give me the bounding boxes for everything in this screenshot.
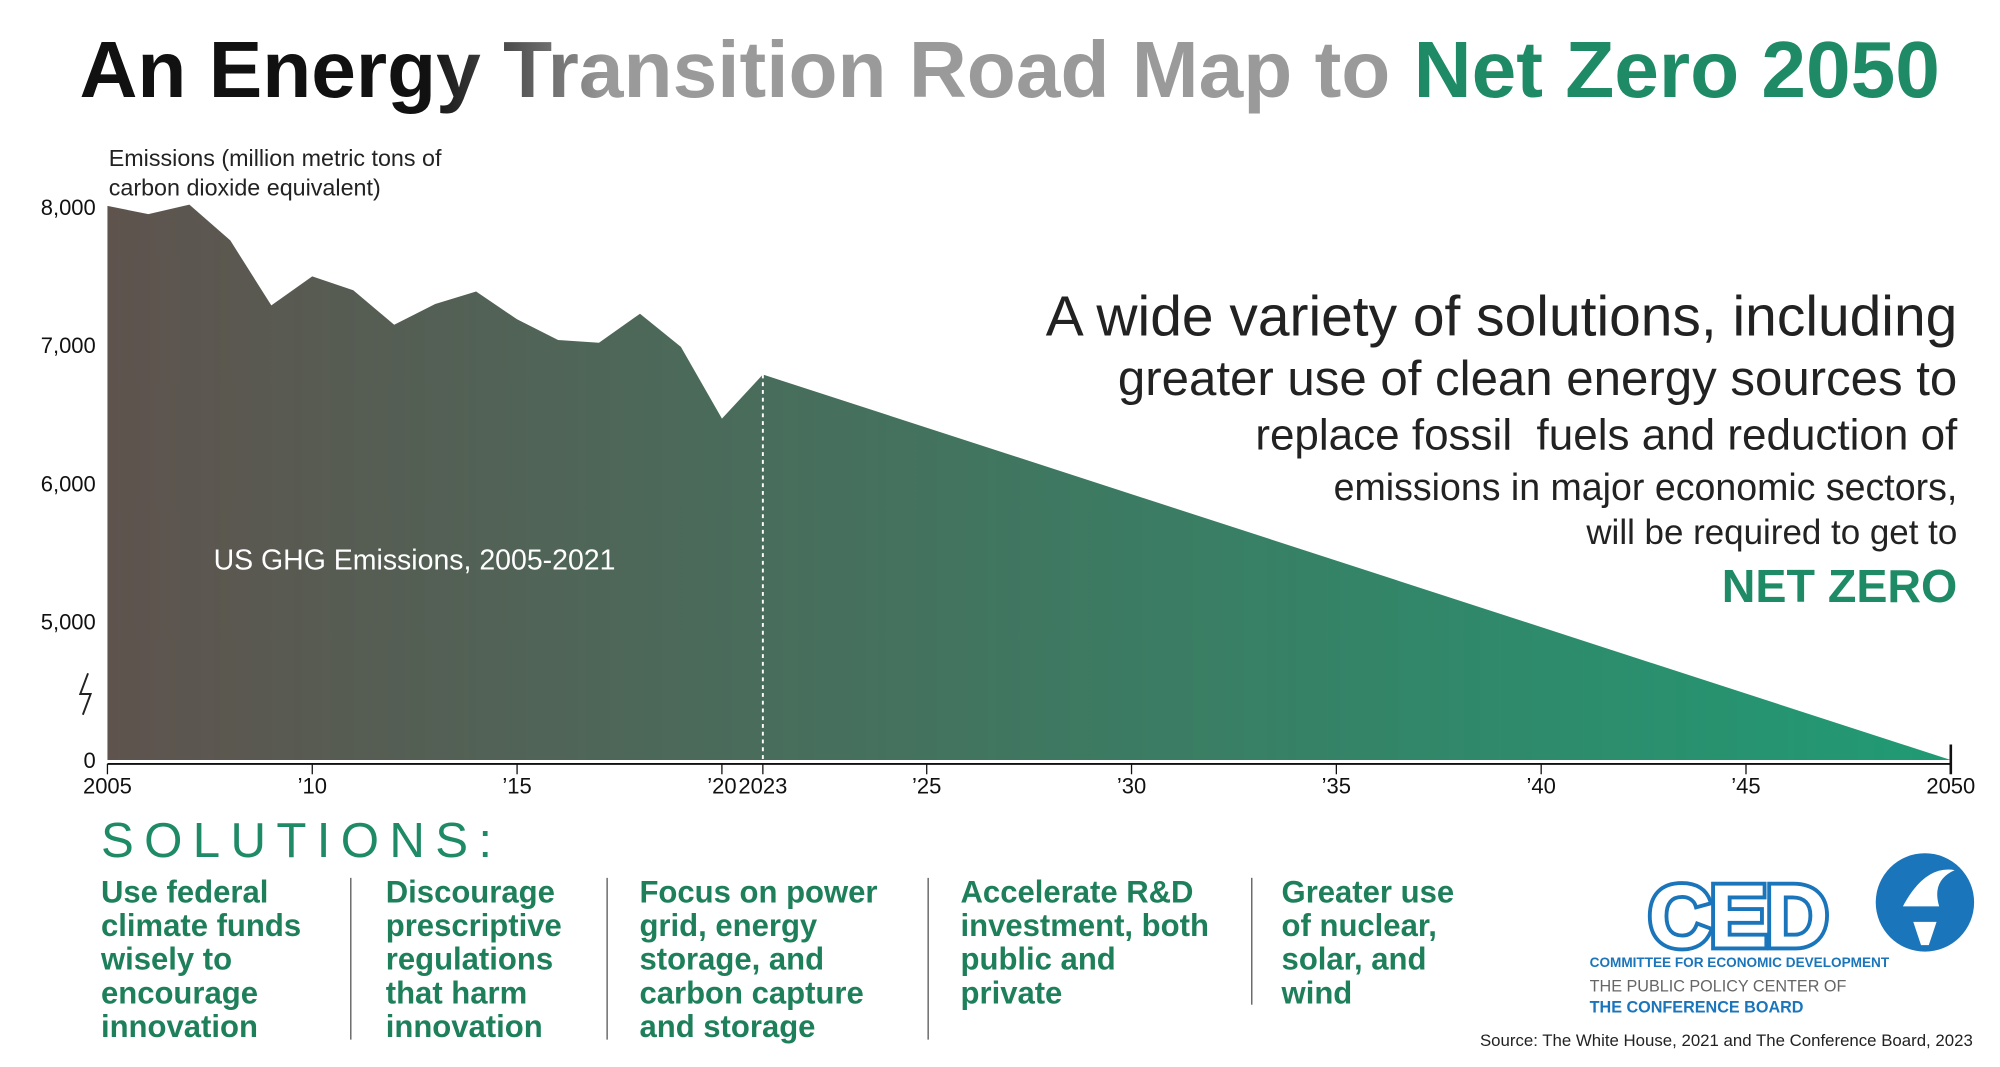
- y-tick-label: 0: [84, 748, 96, 773]
- message-emphasis: NET ZERO: [1722, 560, 1958, 612]
- logo-line: THE CONFERENCE BOARD: [1590, 998, 1804, 1016]
- x-tick-label: ’30: [1117, 774, 1146, 799]
- logo-torch: [1902, 869, 1955, 946]
- x-tick-label: ’25: [912, 774, 941, 799]
- axis-break: [78, 672, 93, 716]
- solution-line: regulations: [386, 942, 553, 977]
- solution-line: prescriptive: [386, 908, 562, 943]
- solution-line: innovation: [386, 1009, 543, 1044]
- solution-line: and storage: [639, 1009, 815, 1044]
- y-tick-label: 5,000: [41, 610, 96, 635]
- solution-line: innovation: [101, 1009, 258, 1044]
- solution-line: of nuclear,: [1282, 908, 1437, 943]
- x-tick-label: 2050: [1926, 774, 1975, 799]
- title-part: An Energy Transition Road Map to: [79, 25, 1390, 115]
- solution-line: carbon capture: [639, 975, 863, 1010]
- y-axis-label: carbon dioxide equivalent): [109, 175, 381, 201]
- y-axis-label: Emissions (million metric tons of: [109, 145, 442, 171]
- solution-line: encourage: [101, 975, 258, 1010]
- x-tick-label: ’15: [502, 774, 531, 799]
- solution-line: Greater use: [1282, 874, 1455, 909]
- solution-line: wind: [1281, 975, 1353, 1010]
- message-line: replace fossil fuels and reduction of: [1255, 410, 1958, 459]
- x-tick-label: 2023: [738, 774, 787, 799]
- message-line: greater use of clean energy sources to: [1118, 351, 1957, 406]
- solution-line: private: [961, 975, 1063, 1010]
- y-tick-label: 8,000: [41, 195, 96, 220]
- chart-title: An Energy Transition Road Map to Net Zero…: [79, 25, 1939, 115]
- logo: CED COMMITTEE FOR ECONOMIC DEVELOPMENT T…: [1590, 853, 1975, 1016]
- solution-line: Focus on power: [639, 874, 877, 909]
- y-tick-label: 6,000: [41, 471, 96, 496]
- source: Source: The White House, 2021 and The Co…: [1480, 1031, 1973, 1050]
- solution-line: wisely to: [100, 942, 232, 977]
- x-tick-label: ’45: [1731, 774, 1760, 799]
- message: A wide variety of solutions, including g…: [1046, 284, 1958, 612]
- x-tick-label: 2005: [83, 774, 132, 799]
- x-tick-label: ’20: [707, 774, 736, 799]
- message-line: emissions in major economic sectors,: [1334, 466, 1958, 508]
- x-tick-label: ’10: [298, 774, 327, 799]
- solution-line: Accelerate R&D: [961, 874, 1194, 909]
- plot: 2005 ’10 ’15 ’20 2023 ’25 ’30 ’35 ’40 ’45 2050 0 5,0…: [41, 195, 1976, 799]
- solution-line: investment, both: [961, 908, 1209, 943]
- solution-line: solar, and: [1282, 942, 1427, 977]
- y-tick-label: 7,000: [41, 333, 96, 358]
- message-line: A wide variety of solutions, including: [1046, 284, 1957, 348]
- title-part: Net Zero 2050: [1414, 25, 1940, 115]
- annotation: US GHG Emissions, 2005-2021: [214, 545, 616, 577]
- x-tick-label: ’40: [1526, 774, 1555, 799]
- area: [107, 204, 1951, 761]
- logo-line: THE PUBLIC POLICY CENTER OF: [1590, 978, 1847, 996]
- solution-line: Discourage: [386, 874, 555, 909]
- x-tick-label: ’35: [1322, 774, 1351, 799]
- solution-line: climate funds: [101, 908, 301, 943]
- message-line: will be required to get to: [1585, 513, 1957, 552]
- solution-line: Use federal: [101, 874, 268, 909]
- solution-line: that harm: [386, 975, 527, 1010]
- logo-name: CED: [1648, 866, 1826, 965]
- solutions-heading: SOLUTIONS:: [101, 813, 502, 868]
- solution-line: grid, energy: [639, 908, 817, 943]
- solution-line: public and: [961, 942, 1116, 977]
- logo-line: COMMITTEE FOR ECONOMIC DEVELOPMENT: [1590, 955, 1890, 970]
- solution-line: storage, and: [639, 942, 824, 977]
